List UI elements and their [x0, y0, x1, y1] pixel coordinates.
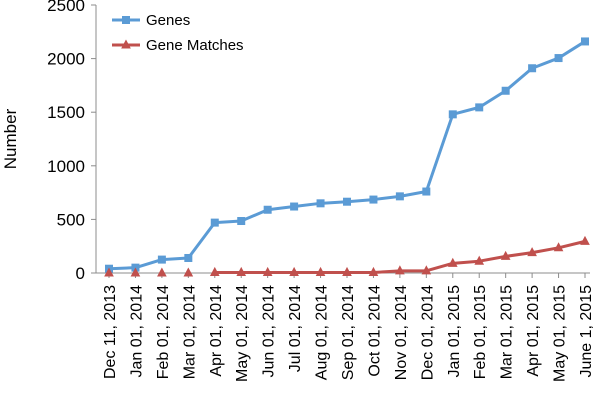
data-point — [581, 37, 589, 46]
x-tick-label: Jul 01, 2014 — [287, 285, 304, 372]
data-point — [554, 54, 563, 63]
y-tick-label: 1000 — [47, 157, 85, 176]
y-tick-label: 1500 — [47, 103, 85, 122]
data-point — [528, 64, 537, 73]
x-tick-label: Jan 01, 2015 — [446, 285, 463, 378]
data-point-empty — [157, 267, 167, 277]
data-point — [184, 253, 193, 262]
x-tick-label: Mar 01, 2014 — [181, 285, 198, 379]
x-tick-label: May 01, 2014 — [234, 285, 251, 382]
data-point — [210, 218, 219, 227]
data-point — [447, 257, 458, 267]
data-point — [421, 265, 432, 275]
x-tick-label: Dec 11, 2013 — [102, 285, 119, 379]
data-point — [236, 266, 247, 276]
x-tick-label: Dec 01, 2014 — [419, 285, 436, 380]
legend-item: Genes — [112, 12, 190, 29]
data-point — [263, 205, 272, 214]
y-axis-ticks: 0 500 1000 1500 2000 2500 — [47, 0, 96, 283]
x-tick-label: Apr 01, 2014 — [208, 285, 225, 377]
data-point — [316, 199, 325, 208]
legend-swatch-marker — [122, 16, 130, 24]
data-point — [501, 86, 510, 95]
x-tick-label: Nov 01, 2014 — [393, 285, 410, 380]
x-tick-label: Aug 01, 2014 — [314, 285, 331, 380]
y-tick-label: 500 — [57, 210, 85, 229]
data-point — [395, 265, 405, 275]
data-point — [448, 110, 457, 119]
data-point — [289, 266, 299, 276]
legend-label: Gene Matches — [146, 37, 244, 54]
data-point — [342, 266, 352, 276]
legend-item: Gene Matches — [112, 37, 244, 54]
data-point — [474, 255, 485, 265]
x-tick-label: May 01, 2015 — [552, 285, 569, 382]
x-tick-label: Feb 01, 2015 — [472, 285, 489, 379]
data-point — [500, 250, 511, 260]
legend-label: Genes — [146, 12, 190, 29]
series-genes — [105, 37, 589, 273]
data-point — [262, 266, 273, 276]
x-axis-ticks: Dec 11, 2013 Jan 01, 2014 Feb 01, 2014 Mar … — [102, 273, 595, 382]
y-tick-label: 2000 — [47, 50, 85, 69]
series-gene-matches — [104, 235, 590, 277]
data-point-empty — [130, 267, 141, 277]
data-point — [237, 217, 246, 226]
x-tick-label: Oct 01, 2014 — [366, 285, 383, 377]
data-point-empty — [104, 267, 114, 277]
data-point — [157, 255, 166, 264]
y-tick-label: 2500 — [47, 0, 85, 15]
x-tick-label: Sep 01, 2014 — [340, 285, 357, 380]
data-point-empty — [183, 267, 194, 277]
data-point — [315, 266, 326, 276]
x-tick-label: Mar 01, 2015 — [499, 285, 516, 379]
series-layer — [104, 37, 590, 277]
data-point — [369, 195, 378, 204]
data-point — [368, 266, 379, 276]
x-tick-label: Jun 01, 2014 — [261, 285, 278, 378]
data-point — [209, 266, 220, 276]
data-point — [553, 242, 564, 252]
data-point — [290, 202, 299, 211]
y-axis-title: Number — [1, 108, 20, 169]
data-point — [422, 187, 431, 196]
data-point — [395, 192, 404, 201]
data-point — [527, 247, 537, 257]
data-point — [475, 103, 484, 112]
data-point — [343, 197, 351, 206]
series-line — [108, 40, 586, 271]
data-point — [580, 235, 590, 245]
x-tick-label: June 1, 2015 — [578, 285, 595, 378]
x-tick-label: Jan 01, 2014 — [128, 285, 145, 378]
y-tick-label: 0 — [76, 264, 85, 283]
legend: Genes Gene Matches — [112, 12, 244, 54]
x-tick-label: Apr 01, 2015 — [525, 285, 542, 377]
legend-swatch-marker — [121, 39, 131, 49]
x-tick-label: Feb 01, 2014 — [155, 285, 172, 379]
